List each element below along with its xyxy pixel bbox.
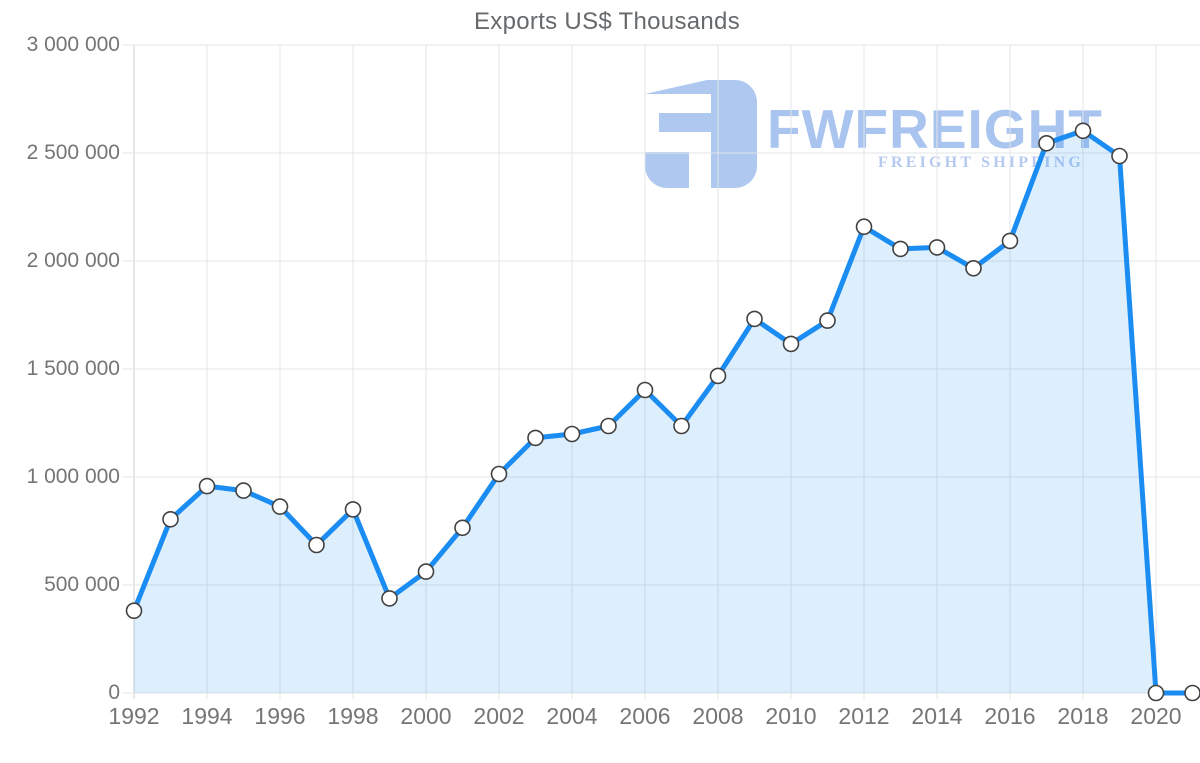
data-point-marker[interactable] [1074,122,1092,140]
x-axis-tick-label: 2004 [546,703,598,729]
data-point-marker[interactable] [198,477,216,495]
y-axis-tick-label: 3 000 000 [26,33,120,56]
x-axis-tick-label: 2020 [1130,703,1182,729]
data-point-marker[interactable] [381,590,398,607]
data-point-marker[interactable] [417,563,435,580]
y-axis-tick-label: 1 500 000 [26,357,120,380]
data-point-marker[interactable] [965,259,982,277]
data-point-marker[interactable] [709,367,727,385]
data-point-marker[interactable] [162,510,179,528]
x-axis-tick-label: 2014 [911,703,963,729]
x-axis-tick-label: 1994 [181,703,233,729]
x-axis-tick-label: 1992 [108,703,160,729]
y-axis-tick-label: 1 000 000 [26,465,120,488]
x-axis-tick-label: 2012 [838,703,890,729]
data-point-marker[interactable] [454,519,471,537]
data-point-marker[interactable] [673,417,690,435]
data-point-marker[interactable] [892,240,909,258]
y-axis-tick-label: 2 000 000 [26,249,120,272]
data-point-marker[interactable] [1001,232,1019,250]
x-axis-tick-label: 2008 [692,703,744,729]
y-axis-tick-label: 2 500 000 [26,141,120,164]
data-point-marker[interactable] [928,239,946,256]
series-area-fill [134,130,1193,694]
x-axis-tick-label: 2006 [619,703,671,729]
chart-title: Exports US$ Thousands [474,8,740,35]
watermark-tagline-text: FREIGHT SHIPPING [878,154,1085,171]
x-axis-tick-label: 2016 [984,703,1036,729]
x-axis-tick-label: 2002 [473,703,525,729]
y-axis-tick-label: 0 [108,681,120,704]
data-point-marker[interactable] [1111,147,1128,165]
data-point-marker[interactable] [819,312,836,329]
data-point-marker[interactable] [308,536,325,554]
data-point-marker[interactable] [527,429,544,447]
x-axis-tick-label: 2000 [400,703,452,729]
x-axis-tick-label: 2018 [1057,703,1109,729]
data-point-marker[interactable] [1147,684,1165,702]
data-point-marker[interactable] [1038,135,1055,152]
fwfreight-logo-icon [645,80,757,188]
x-axis-tick-label: 1998 [327,703,379,729]
data-point-marker[interactable] [235,482,252,499]
data-point-marker[interactable] [746,310,763,328]
x-axis-tick-label: 2010 [765,703,817,729]
data-point-marker[interactable] [344,501,362,518]
data-point-marker[interactable] [1184,684,1200,702]
data-point-marker[interactable] [271,498,289,515]
data-point-marker[interactable] [600,417,617,435]
y-axis-tick-label: 500 000 [44,573,120,596]
data-point-marker[interactable] [855,218,873,235]
series-line [131,128,1195,696]
data-point-marker[interactable] [782,335,800,353]
data-point-marker[interactable] [563,425,581,443]
data-point-marker[interactable] [125,602,143,620]
data-point-marker[interactable] [490,465,508,483]
x-axis-tick-label: 1996 [254,703,306,729]
data-point-marker[interactable] [636,381,654,399]
